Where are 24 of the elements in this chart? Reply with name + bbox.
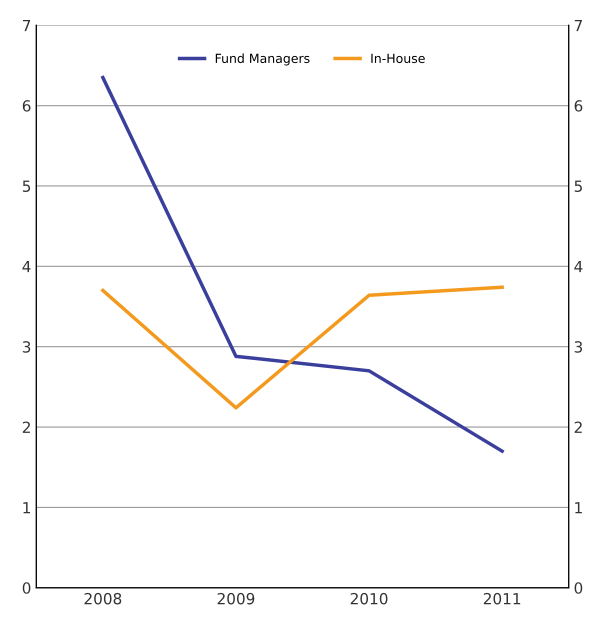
y-tick-label: 7 — [22, 20, 30, 32]
y-tick-label: 3 — [22, 341, 30, 353]
x-tick-label: 2011 — [484, 592, 520, 604]
y2-tick-label: 3 — [574, 341, 582, 353]
line-series — [101, 286, 504, 410]
y2-tick-label: 6 — [574, 100, 582, 112]
line-series — [101, 76, 504, 453]
y2-tick-label: 4 — [574, 261, 582, 272]
y-tick-label: 1 — [23, 502, 30, 514]
y-tick-label: 4 — [22, 261, 31, 272]
y2-tick-label: 2 — [574, 422, 582, 433]
x-tick-label: 2009 — [218, 592, 254, 604]
x-tick-label: 2010 — [350, 592, 388, 604]
y-tick-label: 6 — [22, 100, 30, 112]
y-tick-label: 5 — [22, 180, 30, 192]
y2-tick-label: 1 — [575, 502, 582, 514]
y-tick-label: 2 — [22, 422, 30, 433]
y2-tick-label: 0 — [574, 582, 582, 594]
legend-label: Fund Managers — [216, 53, 310, 66]
x-tick-label: 2008 — [84, 592, 122, 604]
y2-tick-label: 5 — [574, 180, 582, 192]
y-tick-label: 0 — [22, 582, 30, 594]
legend-label: In-House — [371, 54, 425, 64]
y2-tick-label: 7 — [574, 20, 582, 32]
